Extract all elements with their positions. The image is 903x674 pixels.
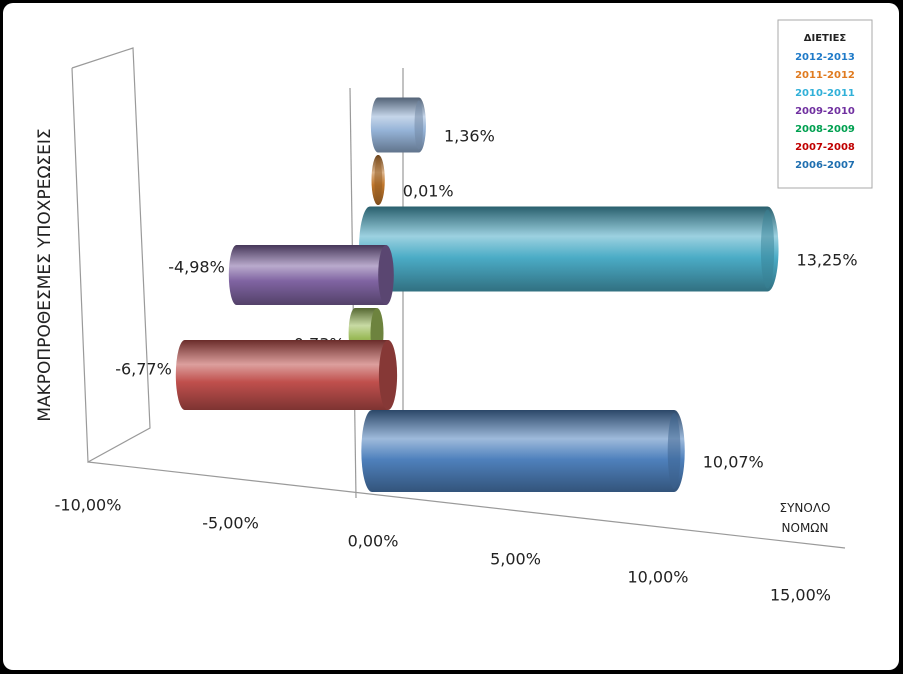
bar-cap-face (667, 413, 681, 489)
legend-entry: 2006-2007 (795, 160, 855, 171)
value-label: -4,98% (168, 258, 225, 277)
legend-entry: 2010-2011 (795, 88, 855, 99)
bar (236, 245, 386, 305)
category-label-line: ΝΟΜΩΝ (782, 521, 829, 535)
x-tick-label: 10,00% (627, 568, 688, 587)
bar (184, 340, 388, 410)
category-label: ΣΥΝΟΛΟ ΝΟΜΩΝ (780, 501, 831, 535)
x-tick-label: -5,00% (202, 514, 259, 533)
value-label: 0,01% (403, 182, 454, 201)
bar-cap-face (374, 158, 383, 202)
value-label: 10,07% (703, 453, 764, 472)
bar-cap-face (760, 209, 775, 289)
legend-entry: 2009-2010 (795, 106, 855, 117)
value-label: -6,77% (115, 360, 172, 379)
chart-area (3, 3, 899, 670)
wall (71, 47, 151, 463)
legend-entry: 2012-2013 (795, 52, 855, 63)
bar-cap (378, 245, 394, 305)
x-tick-label: -10,00% (55, 496, 122, 515)
y-axis-label: ΜΑΚΡΟΠΡΟΘΕΣΜΕΣ ΥΠΟΧΡΕΩΣΕΙΣ (35, 128, 55, 421)
bar (372, 410, 675, 492)
legend-entry: 2008-2009 (795, 124, 855, 135)
x-tick-label: 15,00% (770, 586, 831, 605)
category-label-line: ΣΥΝΟΛΟ (780, 501, 831, 515)
bar-cap (378, 340, 398, 410)
x-tick-label: 5,00% (490, 550, 541, 569)
bar-cap-face (414, 100, 424, 150)
legend (777, 19, 873, 189)
legend-entry: 2007-2008 (795, 142, 855, 153)
legend-title: ΔΙΕΤΙΕΣ (804, 33, 847, 44)
bar (370, 206, 768, 292)
value-label: 13,25% (797, 251, 858, 270)
floor-axis (87, 461, 846, 549)
legend-entry: 2011-2012 (795, 70, 855, 81)
value-label: 1,36% (444, 127, 495, 146)
x-tick-label: 0,00% (348, 532, 399, 551)
